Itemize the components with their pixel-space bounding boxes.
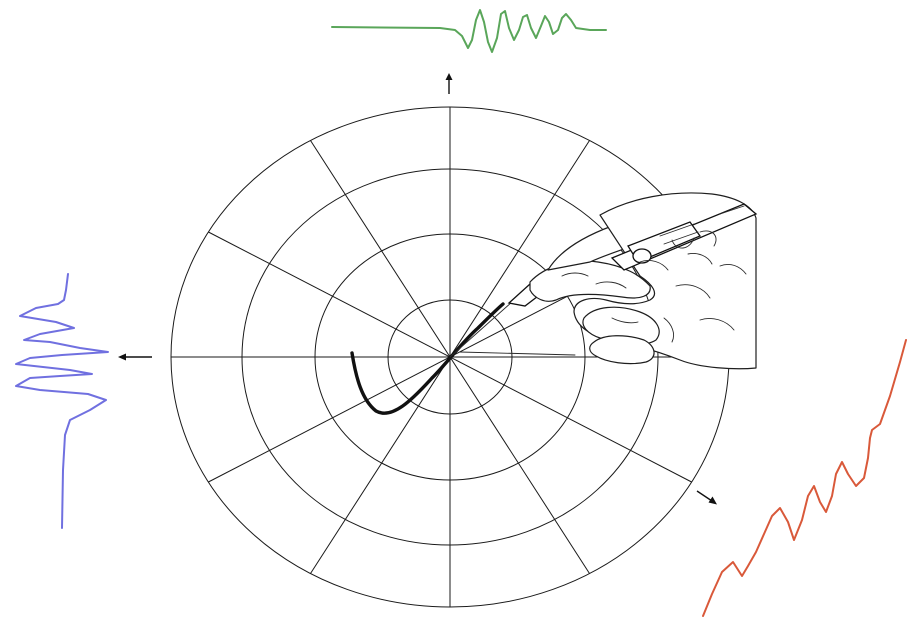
left-arrow-icon — [118, 353, 152, 361]
down-right-arrow-icon — [696, 490, 717, 505]
drawn-trace-curve — [350, 302, 505, 415]
hand-with-pen-icon — [449, 192, 758, 370]
left-signal-trace — [15, 273, 109, 529]
top-signal-trace — [331, 9, 607, 53]
bottom-right-signal-trace — [702, 339, 907, 617]
up-arrow-icon — [445, 73, 453, 94]
